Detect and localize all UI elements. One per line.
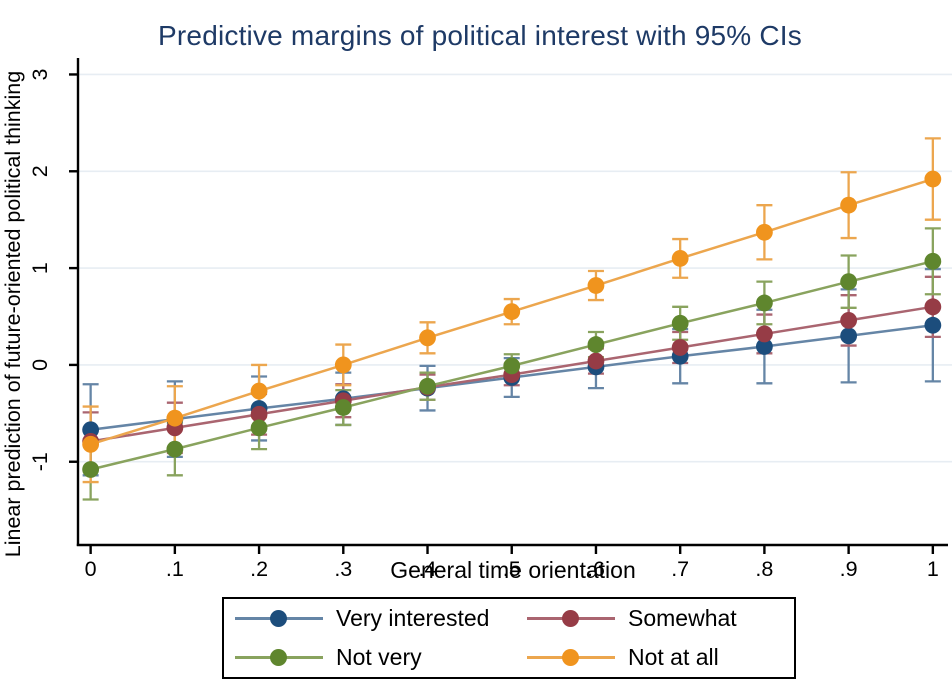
data-point [755,338,773,355]
data-point [671,314,689,332]
legend-box: Very interested Somewhat Not very Not at… [222,597,796,679]
plot-area: -1 0 1 2 3 0 .1 .2 .3 .4 .5 .6 .7 .8 .9 1 [28,58,952,581]
legend-label: Not very [336,644,422,670]
y-tick-label: 2 [28,165,52,177]
x-tick-label: .4 [419,557,437,581]
series-not-very [82,252,942,478]
data-point [840,327,858,345]
data-point [924,252,942,270]
dot-swatch [270,610,287,627]
y-tick-label: 3 [28,68,52,80]
data-point [334,399,352,416]
chart-title: Predictive margins of political interest… [158,20,802,51]
legend-item-very-interested: Very interested [224,605,516,632]
legend-label: Very interested [336,605,490,631]
data-point [503,303,521,321]
data-point [924,298,942,316]
x-tick-label: .7 [671,557,689,581]
data-point [924,316,942,334]
data-point [334,356,352,374]
x-axis-label: General time orientation [390,557,636,583]
legend-label: Somewhat [628,605,737,631]
data-point [503,357,521,375]
series-not-at-all [82,170,942,453]
x-tick-label: .6 [587,557,605,581]
legend-item-not-at-all: Not at all [516,644,794,671]
data-point [671,339,689,356]
legend-marker-somewhat [527,610,615,628]
x-tick-label: .2 [250,557,268,581]
y-tick-label: -1 [28,452,52,471]
data-point [840,311,858,329]
y-tick-label: 1 [28,262,52,274]
legend-marker-not-at-all [527,649,615,667]
data-point [755,325,773,343]
dot-swatch [562,610,579,627]
x-tick-label: .5 [503,557,521,581]
legend-marker-very-interested [235,610,323,628]
data-point [671,250,689,267]
data-point [166,409,184,427]
data-point [250,382,268,400]
data-point [166,440,184,458]
data-point [82,435,100,453]
x-tick-label: .9 [840,557,858,581]
dot-swatch [562,649,579,666]
data-point [250,419,268,437]
y-tick-label: 0 [28,359,52,371]
gridlines [78,73,952,463]
data-point [82,421,100,439]
data-point [755,223,773,241]
x-tick-label: .3 [334,557,352,581]
x-tick-label: 1 [927,557,939,581]
x-tick-label: .1 [166,557,184,581]
data-point [587,336,605,353]
legend-item-not-very: Not very [224,644,516,671]
legend-label: Not at all [628,644,719,670]
data-point [250,405,268,423]
data-point [587,277,605,294]
data-point [840,273,858,291]
x-tick-label: 0 [85,557,97,581]
data-point [840,196,858,214]
data-point [587,352,605,370]
data-point [924,170,942,188]
data-point [419,329,436,347]
legend-item-somewhat: Somewhat [516,605,794,632]
legend-marker-not-very [235,649,323,667]
dot-swatch [270,649,287,666]
data-point [82,461,100,478]
axes: -1 0 1 2 3 0 .1 .2 .3 .4 .5 .6 .7 .8 .9 1 [28,58,948,581]
data-point [419,377,436,395]
x-tick-label: .8 [755,557,773,581]
data-point [755,294,773,312]
